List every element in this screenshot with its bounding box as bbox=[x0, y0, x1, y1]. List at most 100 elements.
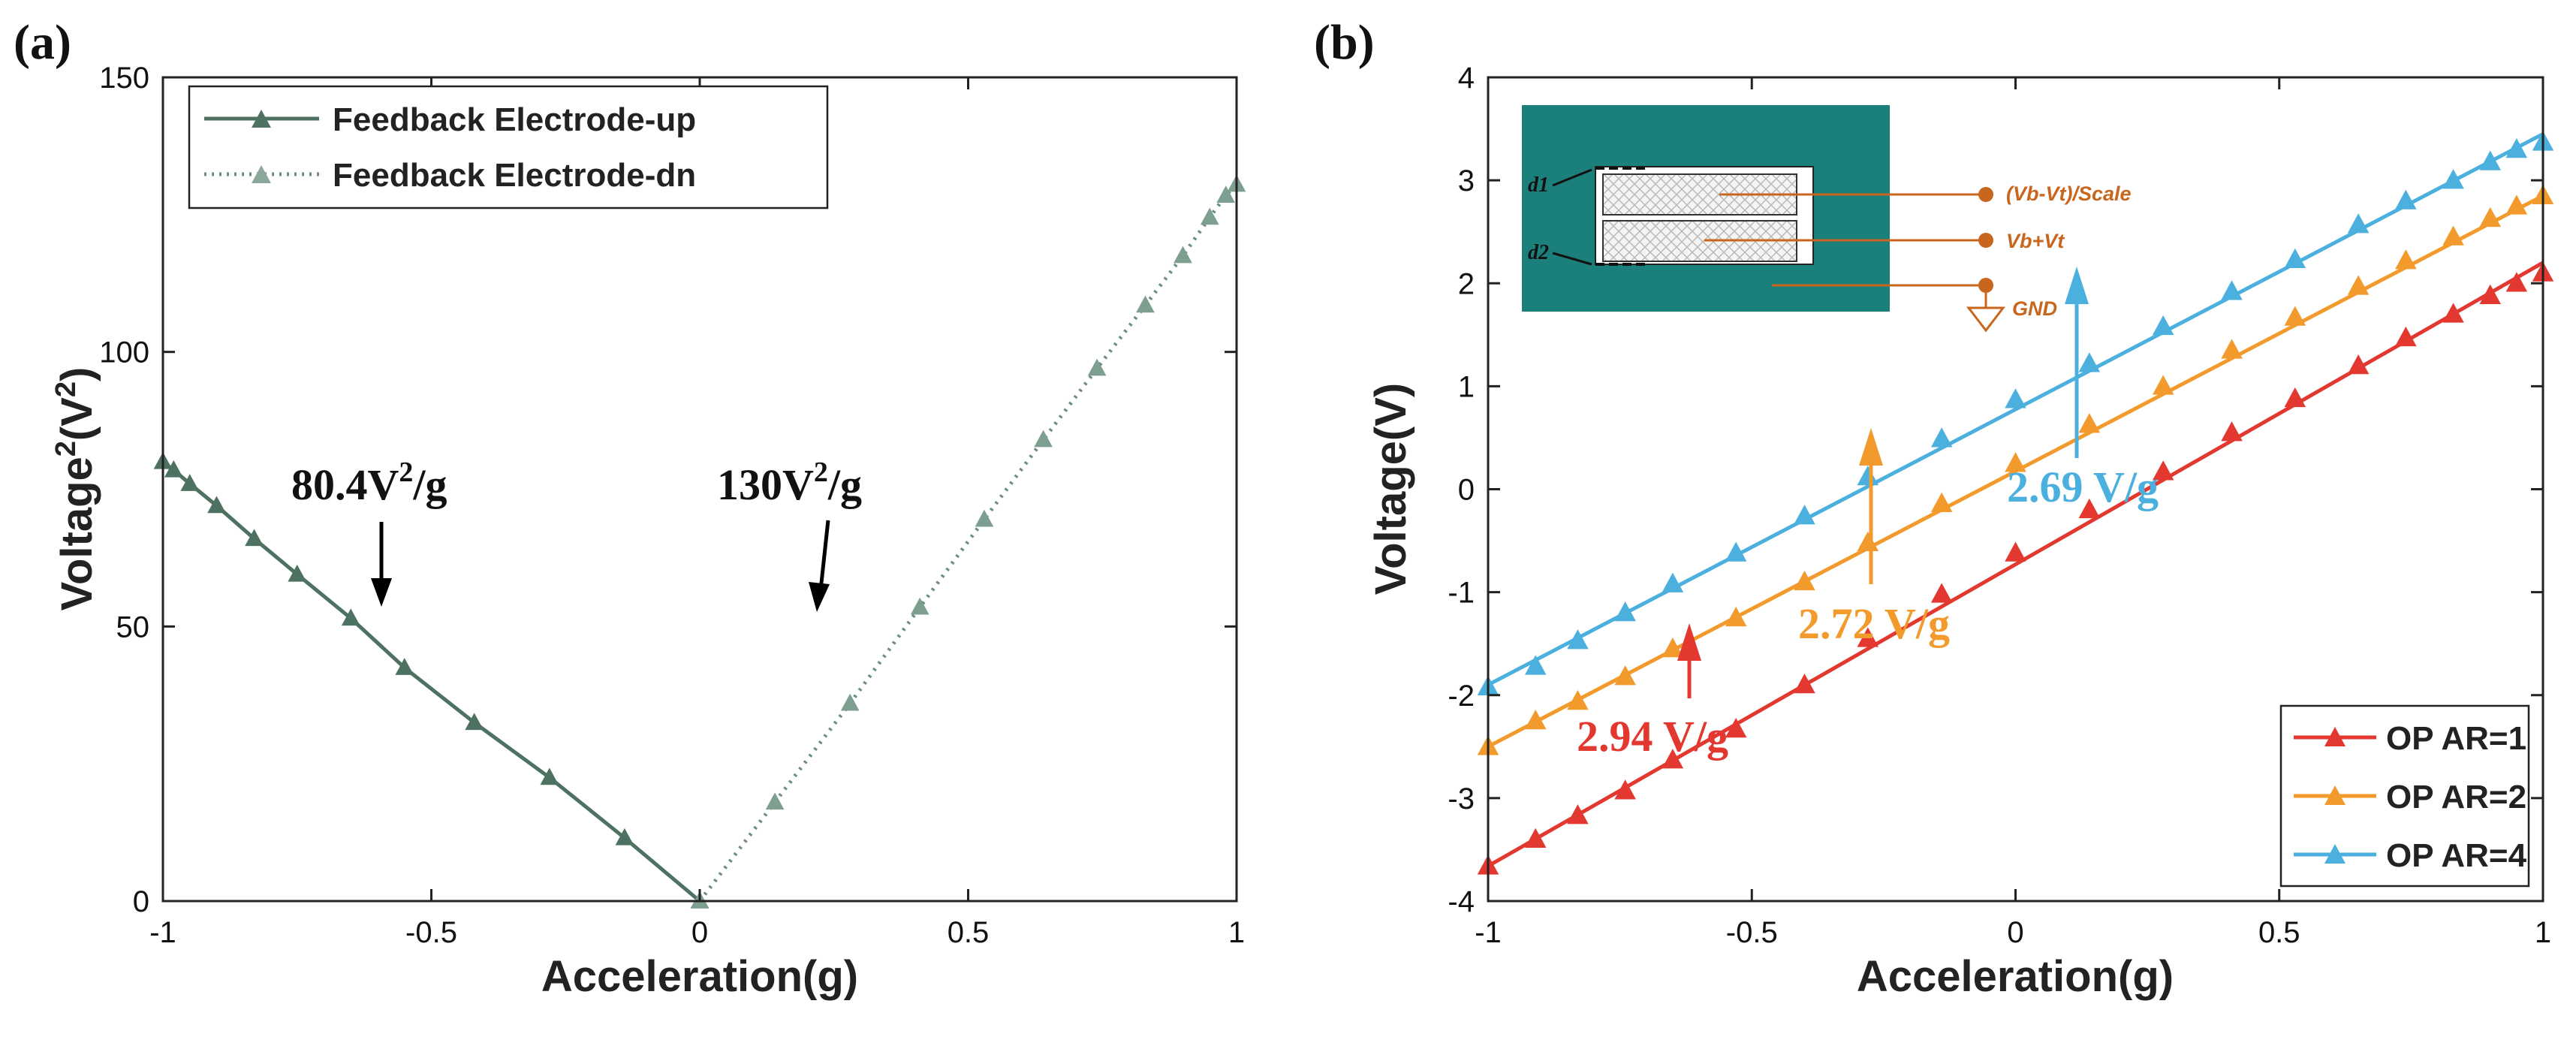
data-point-ar4 bbox=[2479, 150, 2501, 170]
data-point-ar2 bbox=[2284, 306, 2306, 326]
data-point-ar2 bbox=[1725, 606, 1747, 627]
y-title-main: Voltage bbox=[53, 457, 101, 610]
panel-b-x-tick-label: -0.5 bbox=[1726, 916, 1778, 949]
data-point-ar2 bbox=[2005, 452, 2026, 472]
panel-b-x-tick-label: -1 bbox=[1475, 916, 1502, 949]
panel-b-y-ticks: -4 -3 -2 -1 0 1 2 3 4 bbox=[1448, 62, 2543, 918]
annotation-up-arrowhead bbox=[371, 578, 392, 607]
panel-b-y-tick-label: -3 bbox=[1448, 782, 1475, 815]
annotation-up-slope: 80.4V2/g bbox=[291, 457, 447, 607]
data-point-dn bbox=[1087, 358, 1107, 376]
data-point-dn bbox=[910, 597, 929, 615]
data-point-ar2 bbox=[2479, 206, 2501, 228]
y-title-unit-open: (V bbox=[53, 397, 101, 441]
data-point-ar4 bbox=[1614, 601, 1636, 622]
inset-d2-arrow bbox=[1552, 252, 1592, 266]
data-point-ar2 bbox=[2395, 249, 2417, 270]
panel-b-y-tick-label: 4 bbox=[1458, 62, 1475, 95]
legend-marker-ar1 bbox=[2324, 727, 2346, 746]
data-point-ar1 bbox=[1614, 779, 1636, 800]
data-point-up bbox=[395, 658, 414, 675]
legend-marker-ar2 bbox=[2324, 785, 2346, 805]
data-point-up bbox=[540, 767, 559, 785]
data-point-ar1 bbox=[2078, 498, 2101, 519]
inset-d1-label: d1 bbox=[1528, 173, 1549, 197]
data-point-ar1 bbox=[2395, 326, 2417, 347]
panel-a-series bbox=[153, 174, 1246, 909]
data-point-ar1 bbox=[2505, 272, 2528, 292]
data-point-ar4 bbox=[2284, 248, 2306, 268]
panel-b-y-axis-title: Voltage(V) bbox=[1366, 383, 1415, 595]
panel-b-y-tick-label: 3 bbox=[1458, 164, 1475, 197]
panel-a-x-tick-label: 1 bbox=[1228, 916, 1245, 949]
legend-label-ar1: OP AR=1 bbox=[2386, 720, 2526, 757]
data-point-ar4 bbox=[2005, 388, 2026, 408]
inset-schematic: d1 d2 (Vb-Vt)/Scale Vb+Vt GND bbox=[1522, 105, 2132, 333]
data-point-ar1 bbox=[2221, 421, 2243, 442]
panel-a-y-tick-label: 50 bbox=[116, 610, 150, 644]
panel-b-y-tick-label: -1 bbox=[1448, 577, 1475, 610]
data-point-ar1 bbox=[1794, 674, 1815, 694]
annotation-ar4: 2.69 V/g bbox=[2007, 267, 2159, 511]
data-point-ar2 bbox=[2221, 339, 2243, 359]
data-point-up bbox=[164, 460, 183, 478]
annotation-ar2-text: 2.72 V/g bbox=[1798, 599, 1950, 648]
annotation-dn-slope: 130V2/g bbox=[717, 457, 862, 612]
y-title-unit-sup: 2 bbox=[50, 381, 82, 397]
data-point-ar4 bbox=[1794, 505, 1815, 525]
legend-label-ar4: OP AR=4 bbox=[2386, 837, 2527, 874]
data-point-ar4 bbox=[2078, 352, 2101, 372]
legend-marker-up bbox=[252, 110, 271, 128]
inset-label-top: (Vb-Vt)/Scale bbox=[2006, 182, 2132, 205]
panel-a-x-tick-label: -1 bbox=[149, 916, 176, 949]
y-title-unit-close: ) bbox=[53, 367, 101, 381]
data-point-ar2 bbox=[2078, 413, 2101, 433]
annotation-ar4-text: 2.69 V/g bbox=[2007, 463, 2159, 511]
annotation-dn-arrowhead bbox=[809, 582, 830, 612]
data-point-dn bbox=[975, 509, 994, 527]
panel-a-y-axis-title: Voltage2(V2) bbox=[50, 367, 101, 611]
series-line-up bbox=[161, 460, 701, 903]
data-point-ar4 bbox=[2347, 213, 2370, 234]
panel-b-legend: OP AR=1 OP AR=2 OP AR=4 bbox=[2279, 704, 2530, 888]
data-point-ar2 bbox=[1794, 570, 1815, 591]
panel-b-x-tick-label: 0 bbox=[2007, 916, 2023, 949]
inset-d2-label: d2 bbox=[1528, 241, 1549, 264]
data-point-dn bbox=[1216, 185, 1236, 203]
data-point-dn bbox=[1034, 430, 1053, 448]
data-point-ar1 bbox=[1524, 827, 1547, 848]
data-point-ar4 bbox=[1524, 655, 1547, 675]
data-point-up bbox=[341, 608, 360, 626]
data-point-ar2 bbox=[1930, 492, 1953, 512]
legend-marker-ar4 bbox=[2324, 844, 2346, 864]
data-point-ar2 bbox=[1567, 689, 1589, 710]
panel-b-x-tick-label: 0.5 bbox=[2258, 916, 2300, 949]
panel-a-y-ticks: 0 50 100 150 bbox=[99, 62, 1237, 918]
legend-label-ar2: OP AR=2 bbox=[2386, 779, 2526, 815]
data-point-up bbox=[207, 496, 226, 514]
inset-node-top bbox=[1978, 187, 1993, 202]
annotation-up-text: 80.4V2/g bbox=[291, 457, 447, 509]
panel-a: (a) -1 -0.5 0 0.5 1 0 50 100 150 Acceleration(g… bbox=[14, 15, 1246, 1001]
panel-a-x-ticks: -1 -0.5 0 0.5 1 bbox=[149, 77, 1245, 949]
annotation-ar1: 2.94 V/g bbox=[1577, 623, 1728, 761]
panel-b-x-ticks: -1 -0.5 0 0.5 1 bbox=[1475, 77, 2551, 949]
data-point-up bbox=[465, 713, 484, 731]
legend-label-dn: Feedback Electrode-dn bbox=[333, 157, 696, 194]
annotation-ar1-arrowhead bbox=[1677, 623, 1701, 661]
data-point-ar2 bbox=[1614, 665, 1636, 686]
data-point-ar1 bbox=[1725, 718, 1747, 738]
annotation-dn-tail: /g bbox=[827, 460, 862, 509]
panel-b-x-tick-label: 1 bbox=[2535, 916, 2551, 949]
data-point-ar1 bbox=[2284, 387, 2306, 408]
panel-b-y-tick-label: -4 bbox=[1448, 885, 1475, 918]
annotation-ar1-text: 2.94 V/g bbox=[1577, 712, 1728, 761]
data-point-ar2 bbox=[1857, 531, 1879, 552]
data-point-ar1 bbox=[1857, 627, 1879, 647]
data-point-ar2 bbox=[2505, 194, 2528, 215]
data-point-dn bbox=[1136, 295, 1155, 313]
data-point-ar1 bbox=[1930, 583, 1953, 603]
data-point-ar4 bbox=[2152, 315, 2174, 336]
annotation-up-main: 80.4V bbox=[291, 460, 399, 509]
